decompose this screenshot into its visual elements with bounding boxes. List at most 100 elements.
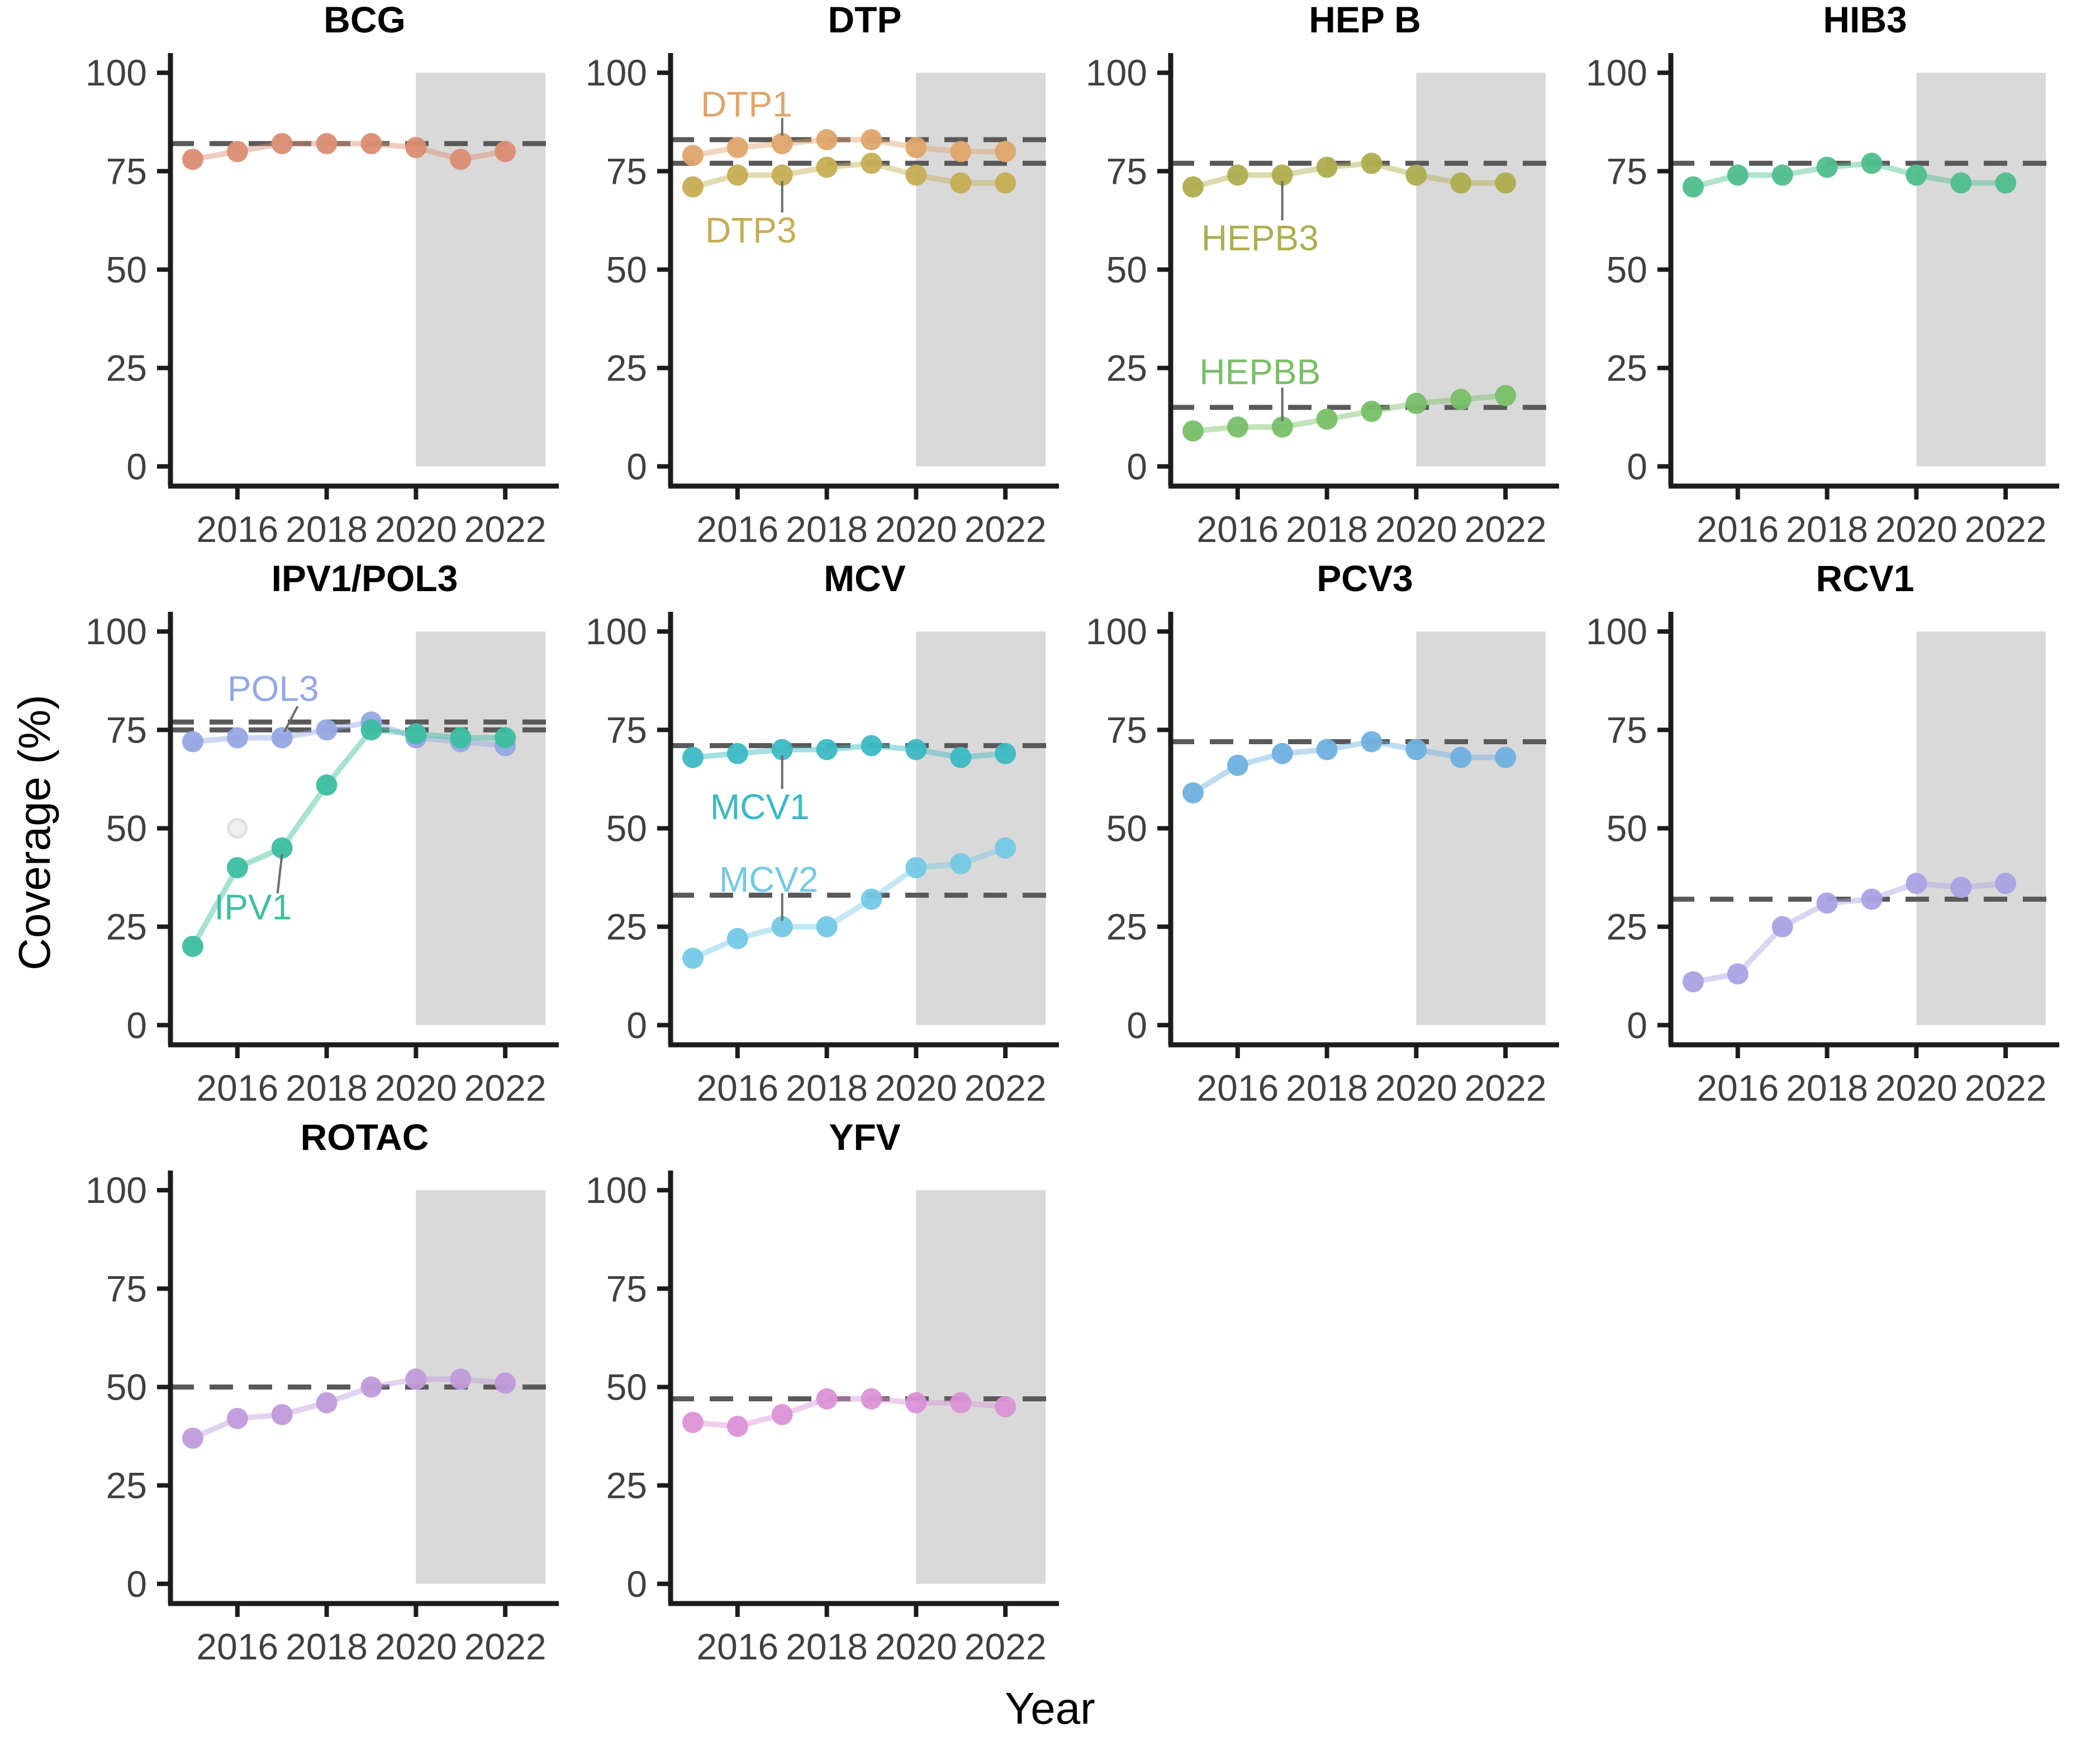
data-point-dtp3 xyxy=(905,164,927,186)
data-point-hepb3 xyxy=(1495,172,1517,194)
data-point-yfv xyxy=(905,1392,927,1414)
data-point-pcv3 xyxy=(1227,754,1248,776)
panel-dtp: DTP1 DTP3 0 25 50 75 100 2016 2018 2020 2022 DTP xyxy=(586,0,1059,550)
data-point-ipv1 xyxy=(226,857,248,878)
data-point-bcg xyxy=(405,137,427,159)
data-point-rcv1 xyxy=(1950,877,1972,898)
panel-cell-mcv: MCV1 MCV2 0 25 50 75 100 2016 2018 2020 2022 MCV xyxy=(570,558,1070,1117)
data-point-hib3 xyxy=(1906,164,1927,186)
y-tick-label: 0 xyxy=(1127,446,1147,487)
data-point-rcv1 xyxy=(1727,963,1749,985)
data-point-bcg xyxy=(316,133,338,155)
x-tick-label: 2016 xyxy=(196,1067,278,1109)
annotation-label-mcv2: MCV2 xyxy=(719,859,819,900)
x-tick-label: 2016 xyxy=(696,508,778,550)
x-tick-label: 2018 xyxy=(286,1626,368,1667)
x-tick-label: 2020 xyxy=(875,1626,957,1667)
data-point-yfv xyxy=(995,1396,1016,1417)
x-tick-label: 2018 xyxy=(1286,1067,1368,1109)
data-point-mcv2 xyxy=(950,853,972,874)
x-tick-label: 2018 xyxy=(786,1626,868,1667)
data-point-rotac xyxy=(271,1404,293,1425)
y-tick-label: 100 xyxy=(1586,611,1647,652)
y-tick-label: 25 xyxy=(606,906,647,948)
data-point-hepb3 xyxy=(1450,172,1472,194)
y-tick-label: 100 xyxy=(85,611,147,652)
data-point-rcv1 xyxy=(1771,916,1793,938)
data-point-pol3 xyxy=(271,727,293,749)
shaded-period-region xyxy=(1416,631,1546,1025)
data-point-mcv1 xyxy=(682,746,704,768)
shaded-period-region xyxy=(1416,73,1546,467)
panel-ipv1-pol3: POL3 IPV1 0 25 50 75 100 2016 2018 2020 2022 IPV1/P… xyxy=(85,558,559,1109)
data-point-hepb3 xyxy=(1271,164,1293,186)
data-point-rotac xyxy=(360,1376,382,1398)
shaded-period-region xyxy=(1916,631,2046,1025)
y-tick-label: 75 xyxy=(1106,150,1147,192)
y-tick-label: 0 xyxy=(126,446,147,487)
x-tick-label: 2022 xyxy=(1465,1067,1547,1109)
y-tick-label: 50 xyxy=(1106,808,1147,849)
y-tick-label: 100 xyxy=(586,611,647,652)
y-tick-label: 100 xyxy=(85,52,147,93)
data-point-pol3 xyxy=(316,719,338,741)
y-tick-label: 50 xyxy=(606,808,647,849)
x-tick-label: 2018 xyxy=(1786,508,1868,550)
y-tick-label: 75 xyxy=(106,150,147,192)
panel-rcv1: 0 25 50 75 100 2016 2018 2020 2022 RCV1 xyxy=(1586,558,2059,1109)
data-point-bcg xyxy=(226,141,248,163)
y-tick-label: 50 xyxy=(606,249,647,291)
data-point-dtp1 xyxy=(861,129,882,150)
y-tick-label: 75 xyxy=(1607,709,1647,750)
shaded-period-region xyxy=(916,631,1046,1025)
x-tick-label: 2016 xyxy=(1196,508,1279,550)
y-tick-label: 75 xyxy=(606,709,647,750)
data-point-pcv3 xyxy=(1450,746,1472,768)
x-tick-label: 2020 xyxy=(875,1067,957,1109)
data-point-dtp1 xyxy=(726,137,748,159)
data-point-dtp3 xyxy=(771,164,793,186)
data-point-mcv2 xyxy=(726,927,748,949)
x-tick-label: 2020 xyxy=(375,1067,457,1109)
y-tick-label: 0 xyxy=(126,1563,147,1605)
data-point-hepb3 xyxy=(1227,164,1248,186)
data-point-mcv2 xyxy=(682,948,704,969)
shaded-period-region xyxy=(1916,73,2046,467)
x-tick-label: 2016 xyxy=(696,1626,778,1667)
data-point-hib3 xyxy=(1995,172,2017,194)
data-point-hib3 xyxy=(1682,176,1704,198)
data-point-mcv2 xyxy=(816,916,838,938)
data-point-dtp3 xyxy=(861,153,882,174)
data-point-hepbb xyxy=(1450,389,1472,410)
y-tick-label: 0 xyxy=(1627,1005,1647,1046)
data-point-yfv xyxy=(816,1388,838,1410)
data-point-dtp1 xyxy=(682,145,704,166)
y-tick-label: 25 xyxy=(606,1465,647,1506)
x-tick-label: 2016 xyxy=(696,1067,778,1109)
y-tick-label: 75 xyxy=(1607,150,1647,192)
panel-title: MCV xyxy=(824,559,906,599)
shaded-period-region xyxy=(916,73,1046,467)
data-point-yfv xyxy=(861,1388,882,1410)
data-point-yfv xyxy=(771,1404,793,1425)
panel-title: HIB3 xyxy=(1823,0,1907,40)
y-tick-label: 100 xyxy=(586,1169,647,1211)
panel-bcg: 0 25 50 75 100 2016 2018 2020 2022 BCG xyxy=(85,0,559,550)
data-point-pol3 xyxy=(182,731,203,753)
x-tick-label: 2020 xyxy=(1875,508,1958,550)
data-point-yfv xyxy=(682,1411,704,1433)
x-tick-label: 2016 xyxy=(1697,1067,1779,1109)
x-tick-label: 2018 xyxy=(1786,1067,1868,1109)
x-tick-label: 2018 xyxy=(286,1067,368,1109)
y-tick-label: 25 xyxy=(106,906,147,948)
data-point-hib3 xyxy=(1861,153,1883,174)
data-point-ipv1 xyxy=(316,774,338,796)
panel-cell-bcg: 0 25 50 75 100 2016 2018 2020 2022 BCG xyxy=(70,0,570,559)
ghost-point xyxy=(227,818,248,839)
x-tick-label: 2022 xyxy=(464,1626,547,1667)
data-point-hepbb xyxy=(1361,401,1382,422)
data-point-mcv1 xyxy=(771,739,793,760)
data-point-rcv1 xyxy=(1861,888,1883,910)
y-tick-label: 25 xyxy=(1106,348,1147,389)
data-point-mcv1 xyxy=(905,739,927,760)
